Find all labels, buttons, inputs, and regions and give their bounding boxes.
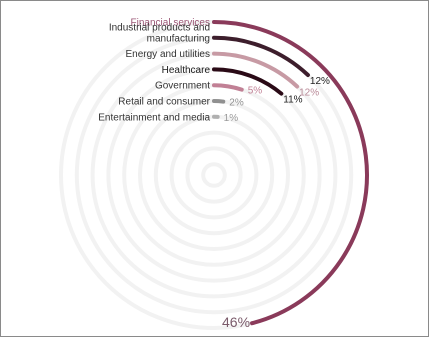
category-label: Retail and consumer [118,97,210,108]
value-label: 46% [222,314,250,330]
bar-industrial-products-and-manufacturing [212,35,310,77]
track-ring [201,162,227,188]
bar-energy-and-utilities [212,51,300,89]
category-label: Financial services [131,18,210,29]
track-ring [185,146,243,204]
category-label: Healthcare [162,65,211,76]
value-label: 11% [283,95,302,106]
track-ring [169,130,259,220]
value-label: 12% [299,88,319,99]
category-label: Industrial products and manufacturing [109,22,210,44]
bar-healthcare [212,67,284,96]
bar-financial-services [212,20,369,326]
bar-government [212,83,244,92]
value-label: 12% [310,76,330,87]
bar-retail-and-consumer [212,99,226,104]
category-label: Energy and utilities [126,49,211,60]
category-label: Government [155,81,210,92]
value-label: 1% [224,113,239,124]
category-label: Entertainment and media [98,112,210,123]
value-label: 2% [229,98,244,109]
value-label: 5% [248,86,263,97]
